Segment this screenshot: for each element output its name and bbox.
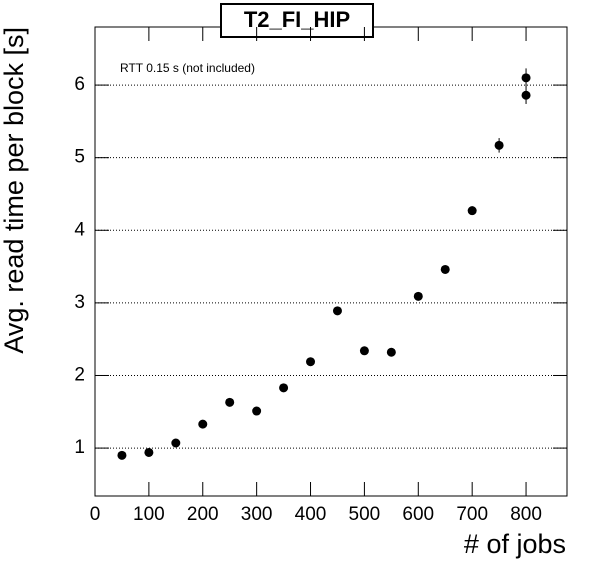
- x-tick-label: 700: [456, 504, 488, 525]
- y-tick-label: 1: [74, 437, 85, 458]
- plot-frame: [94, 26, 568, 497]
- data-point: [359, 346, 369, 356]
- annotation: RTT 0.15 s (not included): [120, 61, 255, 75]
- x-tick-label: 0: [90, 504, 101, 525]
- data-point: [386, 347, 396, 357]
- y-tick-label: 5: [74, 147, 85, 168]
- x-tick-label: 800: [510, 504, 542, 525]
- data-point: [440, 264, 450, 274]
- data-point: [467, 206, 477, 216]
- x-axis-label: # of jobs: [464, 529, 566, 559]
- y-tick-label: 2: [74, 364, 85, 385]
- data-point: [521, 90, 531, 100]
- chart-title: T2_FI_HIP: [244, 7, 350, 32]
- x-tick-label: 500: [349, 504, 381, 525]
- y-axis-label: Avg. read time per block [s]: [0, 27, 29, 354]
- y-tick-label: 3: [74, 292, 85, 313]
- data-point: [521, 73, 531, 83]
- data-point: [252, 406, 262, 416]
- data-point: [413, 291, 423, 301]
- data-point: [117, 450, 127, 460]
- data-point: [144, 447, 154, 457]
- data-point: [306, 357, 316, 367]
- data-point: [225, 397, 235, 407]
- x-tick-label: 200: [187, 504, 219, 525]
- x-tick-label: 300: [241, 504, 273, 525]
- data-point: [171, 438, 181, 448]
- data-point: [279, 383, 289, 393]
- data-point: [198, 419, 208, 429]
- x-tick-label: 600: [402, 504, 434, 525]
- y-tick-label: 6: [74, 74, 85, 95]
- title-box: [220, 3, 374, 38]
- x-tick-label: 400: [295, 504, 327, 525]
- y-tick-label: 4: [74, 219, 85, 240]
- data-point: [332, 306, 342, 316]
- x-tick-label: 100: [133, 504, 165, 525]
- data-point: [494, 140, 504, 150]
